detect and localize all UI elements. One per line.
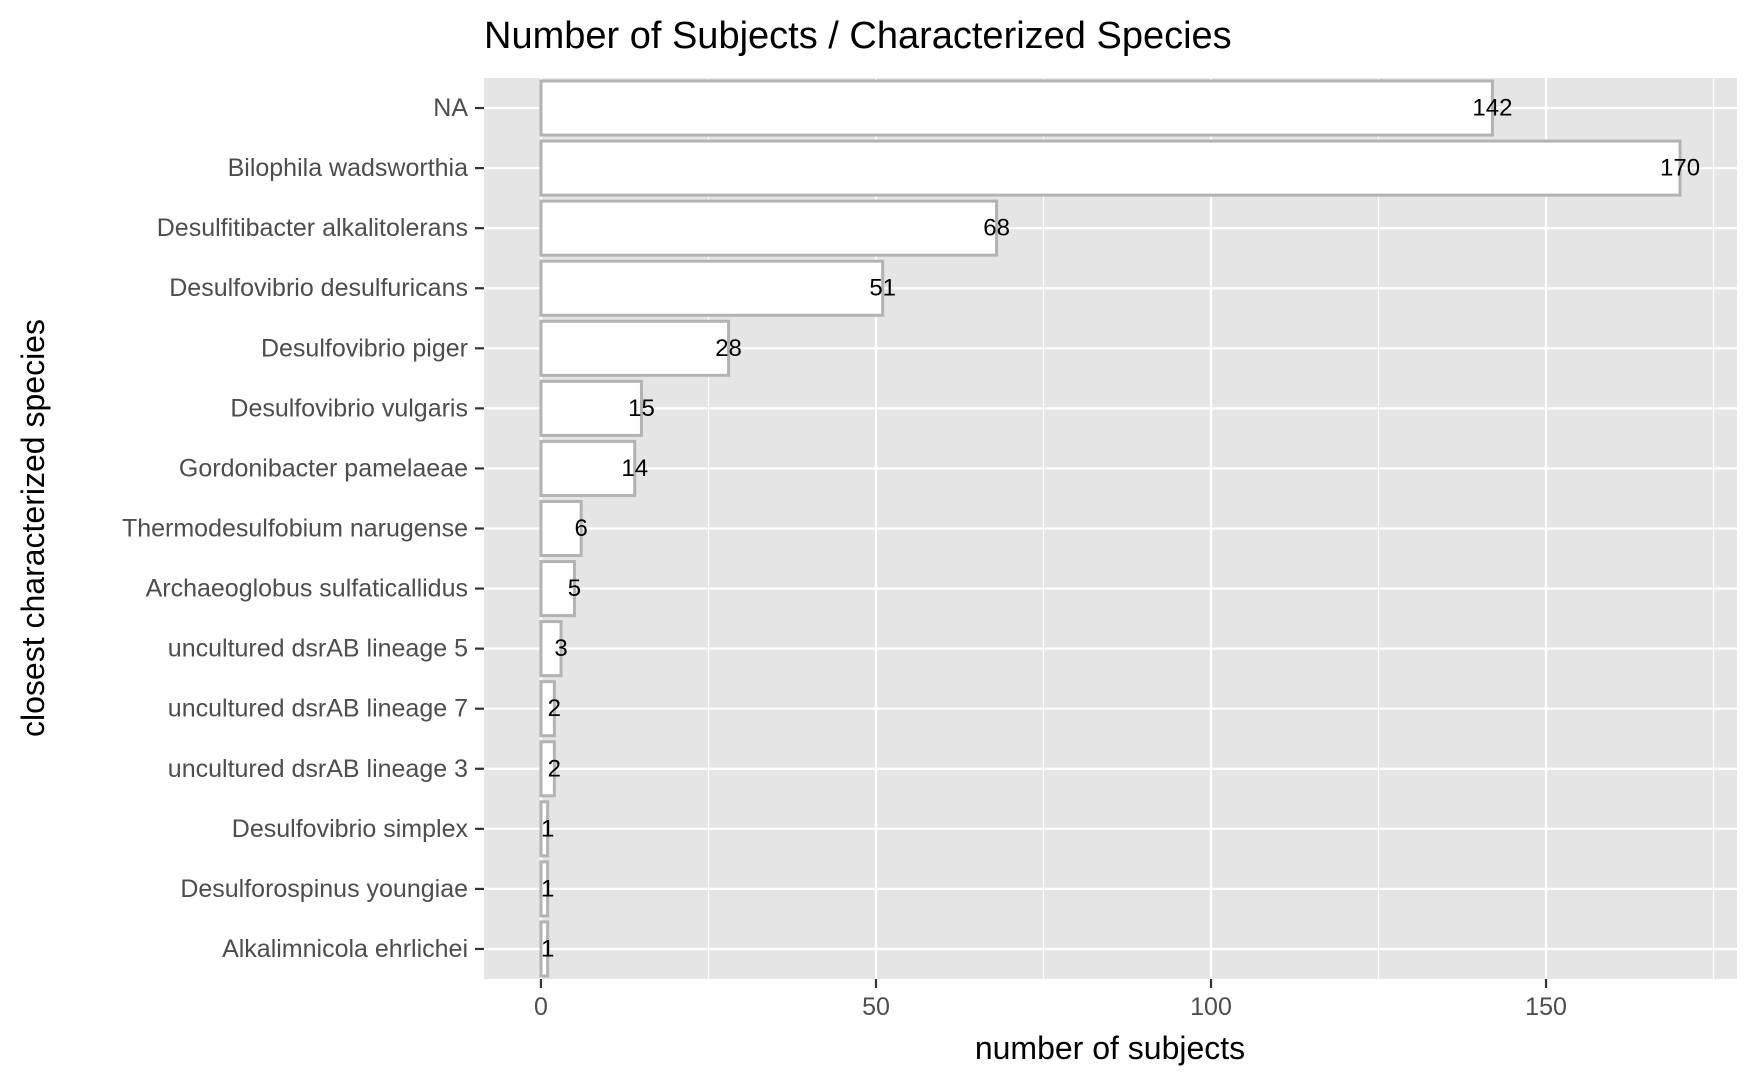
bar-value-label: 5 [568,575,581,602]
y-tick-label: Desulfovibrio desulfuricans [169,274,468,302]
bar [539,499,583,558]
x-axis-title: number of subjects [975,1030,1245,1066]
bar [539,800,550,858]
bar-value-label: 3 [554,635,567,662]
bar-value-label: 6 [574,515,587,542]
value-labels: 142 170 68 51 28 15 14 6 5 3 2 2 1 1 1 [541,95,1700,963]
y-tick-label: NA [433,94,468,122]
bar [539,139,1682,197]
bar [539,259,885,317]
bar [539,860,550,918]
y-tick-label: Desulfitibacter alkalitolerans [157,214,468,242]
y-axis: NA Bilophila wadsworthia Desulfitibacter a… [122,94,484,963]
x-tick-label: 0 [534,993,548,1021]
y-tick-label: Bilophila wadsworthia [228,154,469,182]
bar-value-label: 170 [1660,155,1700,182]
bars [539,79,1682,978]
y-tick-label: Thermodesulfobium narugense [122,515,468,543]
bar-value-label: 1 [541,875,554,902]
y-tick-label: uncultured dsrAB lineage 5 [168,635,468,663]
y-tick-label: Desulfovibrio piger [261,334,468,362]
y-axis-title: closest characterized species [15,319,51,737]
bar [539,920,550,978]
chart-title: Number of Subjects / Characterized Speci… [484,15,1232,57]
bar-value-label: 1 [541,935,554,962]
y-tick-label: Desulfovibrio vulgaris [230,394,468,422]
bar-value-label: 2 [548,755,561,782]
x-tick-label: 50 [862,993,890,1021]
bar [539,79,1494,137]
bar [539,740,556,798]
bar [539,620,563,678]
y-tick-label: Archaeoglobus sulfaticallidus [146,575,468,603]
x-tick-label: 100 [1190,993,1232,1021]
bar-value-label: 2 [548,695,561,722]
bar-value-label: 1 [541,815,554,842]
y-tick-label: Gordonibacter pamelaeae [179,454,468,482]
bar-value-label: 15 [628,395,655,422]
y-tick-label: Desulfovibrio simplex [232,815,469,843]
bar [539,560,576,618]
x-tick-label: 150 [1525,993,1567,1021]
y-tick-label: uncultured dsrAB lineage 7 [168,695,468,723]
bar-value-label: 142 [1472,95,1512,122]
bar-value-label: 28 [715,335,742,362]
bar-value-label: 51 [869,275,896,302]
bar [539,379,643,437]
bar [539,680,556,738]
bar [539,439,637,497]
y-tick-label: uncultured dsrAB lineage 3 [168,755,468,783]
bar [539,199,999,257]
bar-value-label: 14 [621,455,648,482]
x-axis: 0 50 100 150 [534,979,1567,1021]
y-tick-label: Alkalimnicola ehrlichei [222,935,468,963]
bar-value-label: 68 [983,215,1010,242]
bar [539,319,731,377]
y-tick-label: Desulforospinus youngiae [180,875,468,903]
